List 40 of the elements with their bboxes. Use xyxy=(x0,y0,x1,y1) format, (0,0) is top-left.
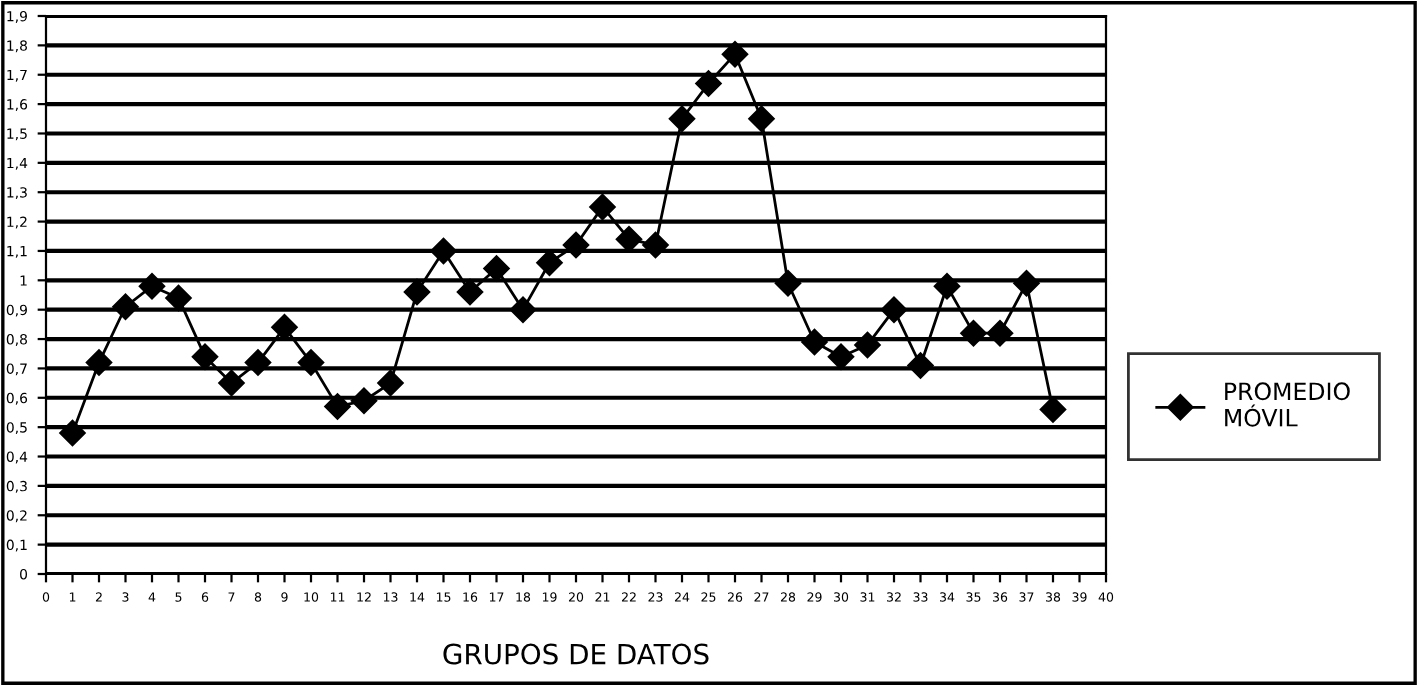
point xyxy=(933,273,961,300)
point xyxy=(748,105,775,132)
point xyxy=(774,270,802,297)
point xyxy=(960,320,987,347)
point xyxy=(801,328,828,356)
point xyxy=(59,419,86,447)
x-axis-title: GRUPOS DE DATOS xyxy=(443,643,709,665)
point xyxy=(509,296,537,323)
point xyxy=(165,284,192,312)
point xyxy=(589,193,616,221)
point xyxy=(297,349,325,376)
point xyxy=(642,231,669,259)
point xyxy=(324,393,351,420)
point xyxy=(350,387,378,414)
point xyxy=(271,314,298,341)
point xyxy=(191,343,219,370)
point xyxy=(456,278,484,306)
point xyxy=(907,352,934,379)
point xyxy=(85,349,113,376)
point xyxy=(430,237,457,265)
point xyxy=(1013,270,1040,297)
point xyxy=(668,105,696,132)
point xyxy=(138,273,166,300)
point xyxy=(403,278,431,306)
point xyxy=(218,369,245,397)
point xyxy=(721,41,749,68)
point xyxy=(827,343,855,370)
point xyxy=(562,231,590,259)
point xyxy=(536,249,563,276)
point xyxy=(1039,396,1067,423)
point xyxy=(244,349,272,376)
point xyxy=(880,296,908,323)
point xyxy=(615,226,643,253)
point xyxy=(986,320,1014,347)
point xyxy=(377,369,404,397)
point xyxy=(483,255,510,282)
point xyxy=(695,70,722,97)
legend-label: PROMEDIO MÓVIL xyxy=(1225,382,1350,427)
point xyxy=(854,331,881,359)
point xyxy=(112,293,139,320)
